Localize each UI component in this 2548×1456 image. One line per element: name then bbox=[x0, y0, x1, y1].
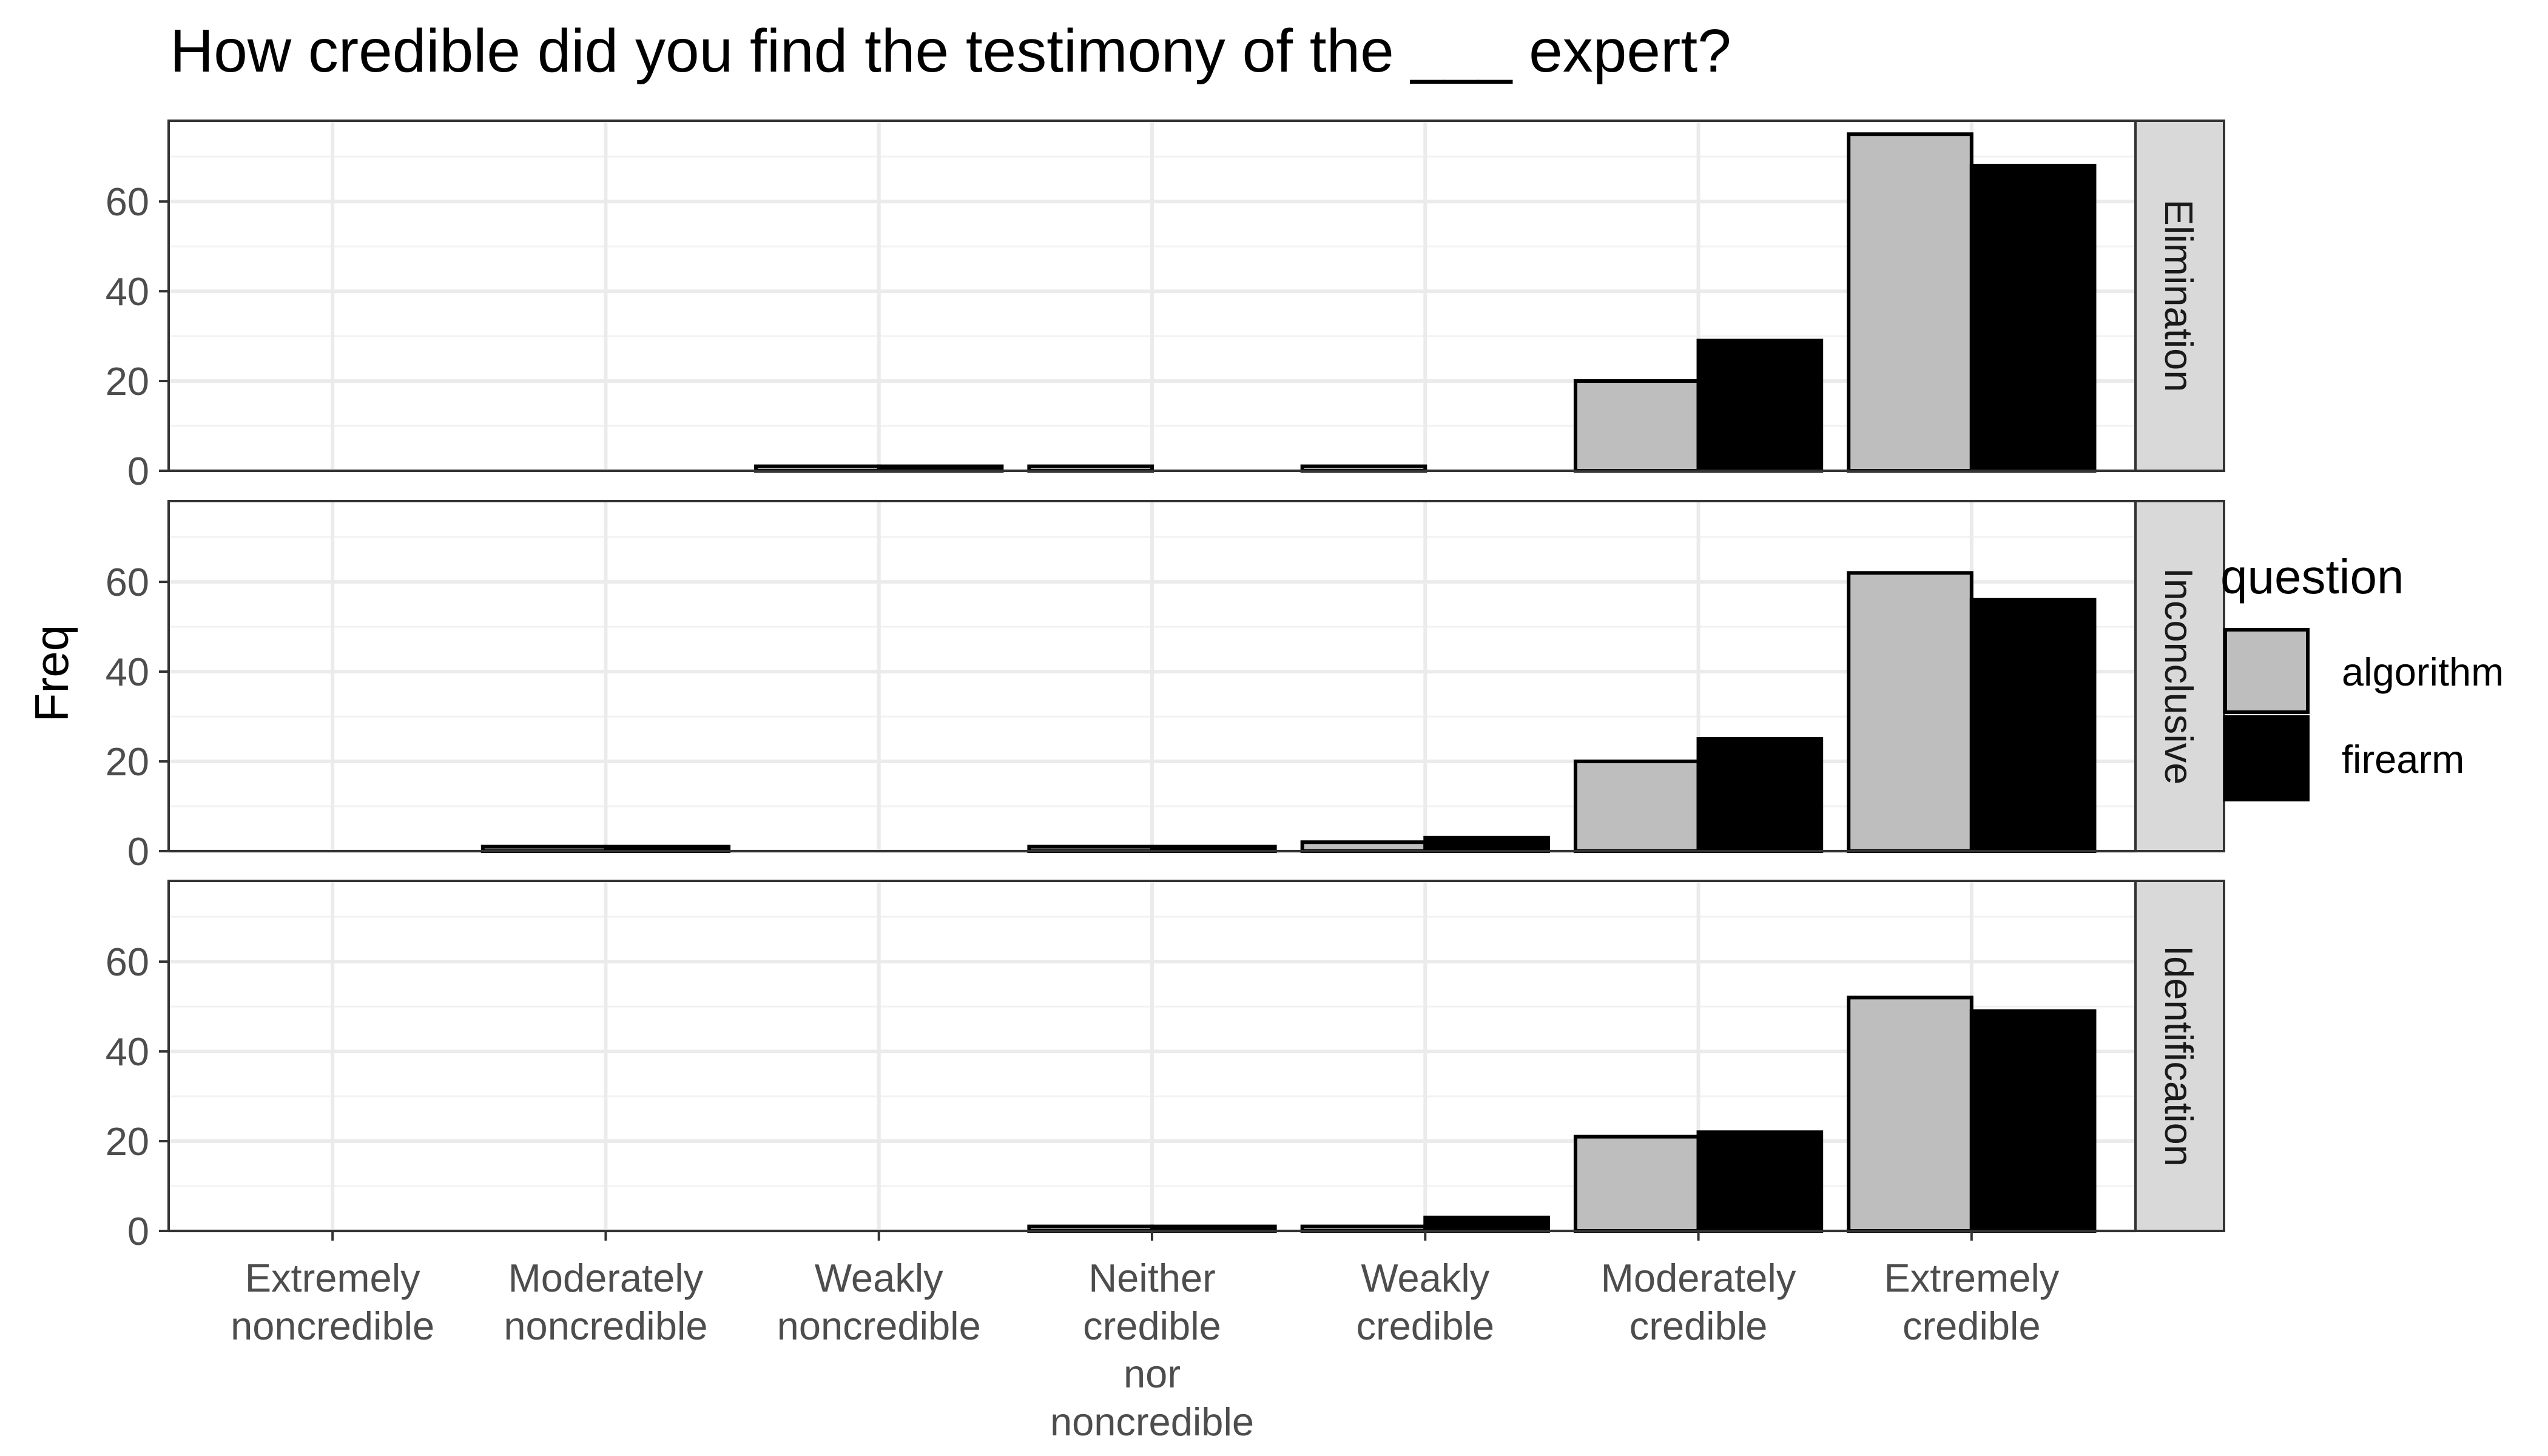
legend-label-algorithm: algorithm bbox=[2342, 650, 2504, 694]
y-tick-label: 20 bbox=[106, 740, 149, 784]
y-tick-label: 40 bbox=[106, 269, 149, 314]
legend-title: question bbox=[2220, 550, 2404, 604]
x-tick-label: Moderately credible bbox=[1601, 1256, 1796, 1348]
facet-strip bbox=[2134, 880, 2225, 1232]
bar-firearm-2-4 bbox=[1423, 1215, 1550, 1233]
legend-key-algorithm bbox=[2223, 628, 2310, 714]
chart-panels: 0 20 40 60 Elimination 0 20 40 60 Inconclusive 0 20… bbox=[106, 120, 2225, 1253]
facet-strip-label: Elimination bbox=[2157, 200, 2201, 393]
y-tick-label: 0 bbox=[127, 829, 149, 874]
x-tick-label: Weakly noncredible bbox=[777, 1256, 981, 1348]
x-tick-label: Moderately noncredible bbox=[504, 1256, 707, 1348]
panel-elimination: 0 20 40 60 Elimination bbox=[106, 120, 2225, 493]
bar-algorithm-1-5 bbox=[1573, 760, 1700, 853]
y-tick-label: 60 bbox=[106, 940, 149, 984]
x-tick-label: Weakly credible bbox=[1356, 1256, 1494, 1348]
legend-key-firearm bbox=[2223, 715, 2310, 801]
legend: question algorithm firearm bbox=[2220, 550, 2504, 801]
facet-strip bbox=[2134, 120, 2225, 472]
y-tick-label: 20 bbox=[106, 359, 149, 403]
y-tick-label: 0 bbox=[127, 1209, 149, 1253]
x-tick-label: Extremely credible bbox=[1884, 1256, 2059, 1348]
bar-algorithm-2-5 bbox=[1573, 1134, 1700, 1233]
y-axis-title: Freq bbox=[25, 625, 78, 722]
bar-algorithm-1-4 bbox=[1300, 840, 1427, 853]
bar-algorithm-1-6 bbox=[1847, 571, 1973, 853]
bar-firearm-0-6 bbox=[1969, 163, 2097, 473]
bar-firearm-1-5 bbox=[1696, 737, 1824, 853]
y-tick-label: 40 bbox=[106, 650, 149, 694]
chart-title: How credible did you find the testimony … bbox=[170, 17, 1731, 85]
y-tick-label: 40 bbox=[106, 1030, 149, 1074]
bar-firearm-1-4 bbox=[1423, 835, 1550, 854]
x-axis: Extremely noncredible Moderately noncredibl… bbox=[231, 1231, 2060, 1444]
legend-items: algorithm firearm bbox=[2223, 628, 2504, 801]
panel-identification: 0 20 40 60 Identification bbox=[106, 880, 2225, 1253]
bar-firearm-0-5 bbox=[1696, 339, 1824, 473]
facet-strip-label: Identification bbox=[2157, 945, 2201, 1167]
bar-algorithm-2-6 bbox=[1847, 996, 1973, 1233]
bar-firearm-1-6 bbox=[1969, 598, 2097, 853]
y-tick-label: 60 bbox=[106, 560, 149, 604]
y-tick-label: 60 bbox=[106, 180, 149, 224]
panel-inconclusive: 0 20 40 60 Inconclusive bbox=[106, 500, 2225, 874]
bar-algorithm-0-6 bbox=[1847, 132, 1973, 473]
facet-strip-label: Inconclusive bbox=[2157, 568, 2201, 785]
y-tick-label: 0 bbox=[127, 449, 149, 493]
bar-firearm-2-5 bbox=[1696, 1130, 1824, 1233]
legend-label-firearm: firearm bbox=[2342, 737, 2464, 781]
x-tick-label: Neither credible nor noncredible bbox=[1050, 1256, 1254, 1444]
x-tick-label: Extremely noncredible bbox=[231, 1256, 434, 1348]
facet-strip bbox=[2134, 500, 2225, 852]
y-tick-label: 20 bbox=[106, 1119, 149, 1164]
bar-algorithm-0-5 bbox=[1573, 379, 1700, 473]
bar-firearm-2-6 bbox=[1969, 1009, 2097, 1233]
